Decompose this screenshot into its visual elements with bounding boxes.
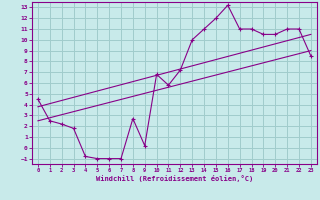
X-axis label: Windchill (Refroidissement éolien,°C): Windchill (Refroidissement éolien,°C): [96, 175, 253, 182]
